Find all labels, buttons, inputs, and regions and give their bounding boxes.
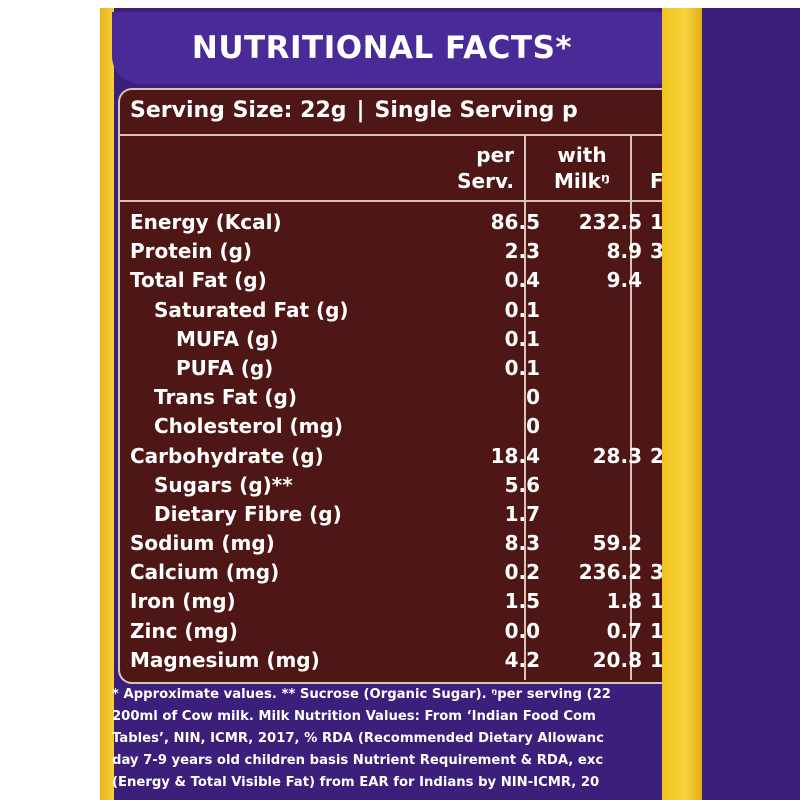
table-row: Protein (g) 2.3 8.9 3	[130, 237, 690, 266]
column-header-milk-line1: with	[557, 143, 607, 167]
value-third-column: 1	[650, 589, 664, 614]
nutrient-name: Iron (mg)	[130, 589, 236, 614]
nutrient-rows: Energy (Kcal) 86.5 232.5 1 Protein (g) 2.3 8.9…	[130, 208, 690, 675]
nutrient-name: Total Fat (g)	[130, 268, 267, 293]
table-row: Carbohydrate (g) 18.4 28.3 2	[130, 442, 690, 471]
value-third-column: 3	[650, 560, 664, 585]
table-divider-header	[120, 200, 680, 202]
table-divider-top	[120, 134, 680, 136]
table-row: Sodium (mg) 8.3 59.2	[130, 529, 690, 558]
value-third-column: 1	[650, 647, 664, 672]
value-per-serving: 18.4	[490, 443, 540, 468]
value-per-serving: 1.7	[504, 501, 540, 526]
value-with-milk: 0.7	[606, 618, 642, 643]
value-third-column: 2	[650, 443, 664, 468]
table-row: Trans Fat (g) 0	[130, 383, 690, 412]
value-per-serving: 0.2	[504, 560, 540, 585]
nutrient-name: PUFA (g)	[176, 355, 274, 380]
value-per-serving: 0.1	[504, 297, 540, 322]
table-row: Sugars (g)** 5.6	[130, 471, 690, 500]
table-row: Cholesterol (mg) 0	[130, 412, 690, 441]
value-per-serving: 0.1	[504, 326, 540, 351]
column-divider-2	[630, 136, 632, 680]
value-per-serving: 8.3	[504, 531, 540, 556]
value-third-column: 3	[650, 239, 664, 264]
single-serving: Single Serving p	[374, 98, 578, 123]
value-third-column: 1	[650, 210, 664, 234]
table-row: Magnesium (mg) 4.2 20.8 1	[130, 646, 690, 675]
nutrient-name: Zinc (mg)	[130, 618, 238, 643]
nutrient-name: Cholesterol (mg)	[154, 414, 343, 439]
value-third-column: 1	[650, 618, 664, 643]
value-with-milk: 232.5	[578, 210, 642, 234]
value-with-milk: 59.2	[592, 531, 642, 556]
value-with-milk: 1.8	[606, 589, 642, 614]
pack-gold-edge-right	[662, 8, 702, 800]
pack-gold-edge-left	[100, 8, 114, 800]
table-row: Calcium (mg) 0.2 236.2 3	[130, 558, 690, 587]
value-per-serving: 0.0	[504, 618, 540, 643]
table-row: Energy (Kcal) 86.5 232.5 1	[130, 208, 690, 237]
value-with-milk: 8.9	[606, 239, 642, 264]
table-row: Total Fat (g) 0.4 9.4	[130, 266, 690, 295]
column-divider-1	[524, 136, 526, 680]
nutrient-name: Trans Fat (g)	[154, 385, 298, 410]
table-row: Iron (mg) 1.5 1.8 1	[130, 587, 690, 616]
value-with-milk: 28.3	[592, 443, 642, 468]
value-per-serving: 0.1	[504, 355, 540, 380]
nutrient-name: Magnesium (mg)	[130, 647, 320, 672]
page-title: NUTRITIONAL FACTS*	[191, 30, 573, 66]
serving-size-line: Serving Size: 22g | Single Serving p	[130, 98, 670, 123]
value-per-serving: 4.2	[504, 647, 540, 672]
value-with-milk: 20.8	[592, 647, 642, 672]
value-with-milk: 9.4	[606, 268, 642, 293]
nutrient-name: Carbohydrate (g)	[130, 443, 324, 468]
footnote-line: Tables’, NIN, ICMR, 2017, % RDA (Recomme…	[112, 731, 604, 746]
table-row: Saturated Fat (g) 0.1	[130, 296, 690, 325]
nutrition-table-panel	[118, 88, 680, 684]
title-banner	[112, 12, 672, 84]
table-row: Zinc (mg) 0.0 0.7 1	[130, 617, 690, 646]
footnote-line: day 7-9 years old children basis Nutrien…	[112, 753, 604, 768]
value-per-serving: 0	[526, 385, 540, 410]
column-header-per-line1: per	[476, 143, 514, 167]
value-per-serving: 2.3	[504, 239, 540, 264]
nutrient-name: Dietary Fibre (g)	[154, 501, 342, 526]
serving-separator: |	[356, 98, 365, 123]
footnote-line: 200ml of Cow milk. Milk Nutrition Values…	[112, 709, 596, 724]
value-with-milk: 236.2	[578, 560, 642, 585]
footnote-text: * Approximate values. ** Sucrose (Organi…	[112, 684, 664, 794]
column-header-per-line2: Serv.	[457, 169, 514, 193]
column-header-milk-line2: Milkᵑ	[553, 169, 611, 193]
column-header-with-milk: with Milkᵑ	[540, 142, 624, 194]
value-per-serving: 1.5	[504, 589, 540, 614]
column-header-per-serving: per Serv.	[430, 142, 514, 194]
column-header-third-partial: F	[650, 169, 664, 193]
value-per-serving: 0	[526, 414, 540, 439]
value-per-serving: 0.4	[504, 268, 540, 293]
table-row: Dietary Fibre (g) 1.7	[130, 500, 690, 529]
serving-size: Serving Size: 22g	[130, 98, 347, 123]
table-row: MUFA (g) 0.1	[130, 325, 690, 354]
nutrient-name: Protein (g)	[130, 239, 253, 264]
nutrient-name: Saturated Fat (g)	[154, 297, 349, 322]
footnote-line: (Energy & Total Visible Fat) from EAR fo…	[112, 775, 600, 790]
nutrient-name: Sodium (mg)	[130, 531, 275, 556]
nutrient-name: Sugars (g)**	[154, 472, 293, 497]
footnote-line: * Approximate values. ** Sucrose (Organi…	[112, 687, 611, 702]
nutrient-name: MUFA (g)	[176, 326, 279, 351]
value-per-serving: 5.6	[504, 472, 540, 497]
table-row: PUFA (g) 0.1	[130, 354, 690, 383]
nutrient-name: Calcium (mg)	[130, 560, 280, 585]
value-per-serving: 86.5	[490, 210, 540, 234]
nutrient-name: Energy (Kcal)	[130, 210, 282, 234]
